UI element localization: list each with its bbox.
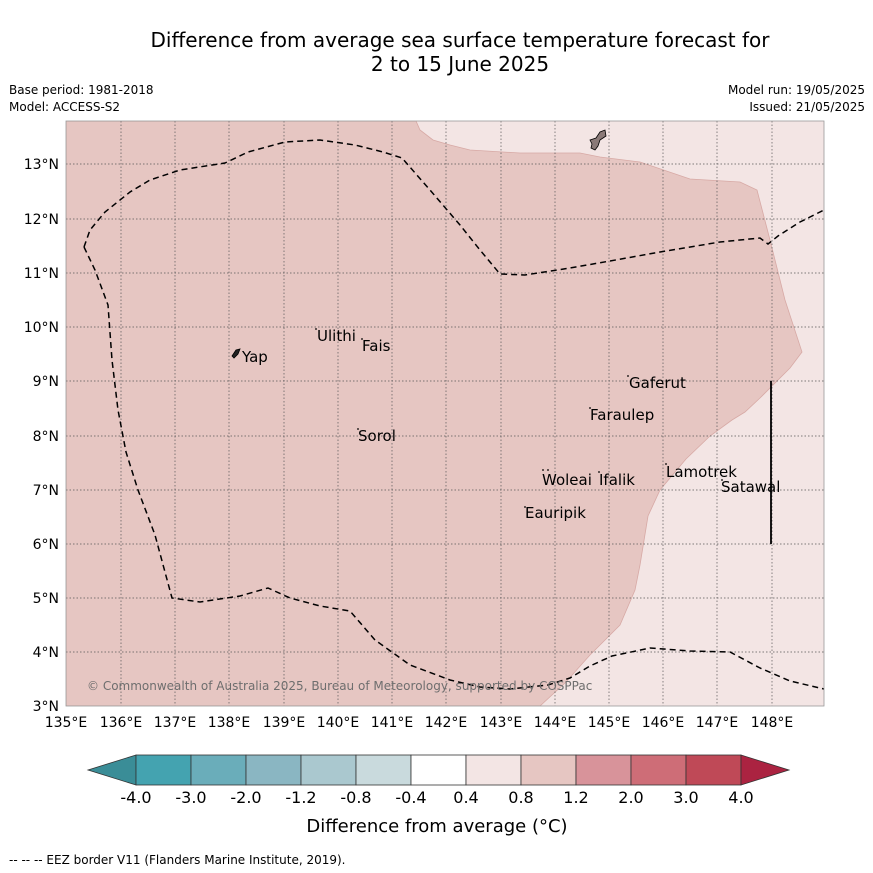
lat-label: 7°N [33, 483, 59, 499]
place-label-woleai: Woleai [542, 471, 592, 489]
lon-label: 138°E [208, 715, 251, 731]
lon-label: 148°E [751, 715, 794, 731]
lon-label: 136°E [100, 715, 143, 731]
place-label-ifalik: Ifalik [599, 471, 635, 489]
colorbar-tick-label: -2.0 [230, 788, 261, 807]
colorbar-arrow-low [86, 754, 137, 786]
colorbar-tick-label: 4.0 [728, 788, 753, 807]
place-label-sorol: Sorol [358, 427, 396, 445]
title-line-1: Difference from average sea surface temp… [150, 28, 770, 52]
meta-right: Model run: 19/05/2025 Issued: 21/05/2025 [728, 82, 865, 116]
chart-title: Difference from average sea surface temp… [0, 28, 873, 76]
lon-label: 140°E [317, 715, 360, 731]
colorbar-segment [355, 754, 412, 786]
colorbar-tick-label: -0.8 [340, 788, 371, 807]
lat-tick-labels: 3°N 4°N 5°N 6°N 7°N 8°N 9°N 10°N 11°N 12… [24, 157, 59, 715]
colorbar-segment [190, 754, 247, 786]
colorbar-segment [245, 754, 302, 786]
colorbar-segment [465, 754, 522, 786]
lon-label: 137°E [154, 715, 197, 731]
place-label-satawal: Satawal [721, 478, 780, 496]
meta-left: Base period: 1981-2018 Model: ACCESS-S2 [9, 82, 154, 116]
colorbar-segment [630, 754, 687, 786]
colorbar-segment [575, 754, 632, 786]
lon-label: 142°E [425, 715, 468, 731]
lat-label: 13°N [24, 157, 59, 173]
lat-label: 8°N [33, 429, 59, 445]
colorbar-segment [300, 754, 357, 786]
place-label-fais: Fais [362, 337, 391, 355]
lat-label: 9°N [33, 374, 59, 390]
lon-label: 147°E [696, 715, 739, 731]
lon-label: 144°E [534, 715, 577, 731]
yap-island [231, 348, 241, 359]
base-period: Base period: 1981-2018 [9, 83, 154, 97]
place-label-yap: Yap [241, 348, 268, 366]
lon-label: 139°E [263, 715, 306, 731]
lon-tick-labels: 135°E 136°E 137°E 138°E 139°E 140°E 141°… [45, 715, 794, 731]
colorbar-segment [410, 754, 467, 786]
colorbar-tick-label: 0.8 [508, 788, 533, 807]
colorbar-tick-label: -4.0 [120, 788, 151, 807]
colorbar-tick-label: 0.4 [453, 788, 478, 807]
atoll-dots [315, 328, 723, 508]
eez-legend-footnote: -- -- -- EEZ border V11 (Flanders Marine… [9, 853, 346, 867]
title-line-2: 2 to 15 June 2025 [370, 52, 550, 76]
lat-label: 11°N [24, 266, 59, 282]
colorbar: -4.0 -3.0 -2.0 -1.2 -0.8 -0.4 0.4 0.8 1.2 2.0 3.0 4… [86, 754, 791, 807]
issued-date: Issued: 21/05/2025 [749, 100, 865, 114]
lon-label: 135°E [45, 715, 88, 731]
model-run: Model run: 19/05/2025 [727, 83, 865, 97]
gridlines [66, 121, 824, 706]
anomaly-region-0.8-1.2 [66, 121, 803, 706]
lon-label: 146°E [642, 715, 685, 731]
colorbar-segment [135, 754, 192, 786]
colorbar-arrow-high [740, 754, 791, 786]
map-frame [65, 120, 825, 707]
colorbar-segment [520, 754, 577, 786]
lon-label: 145°E [588, 715, 631, 731]
colorbar-title: Difference from average (°C) [306, 816, 567, 837]
model-name: Model: ACCESS-S2 [9, 100, 121, 114]
eez-border-fsm [83, 246, 824, 690]
place-label-faraulep: Faraulep [590, 406, 654, 424]
place-label-lamotrek: Lamotrek [666, 463, 737, 481]
colorbar-tick-label: 2.0 [618, 788, 643, 807]
lat-label: 5°N [33, 591, 59, 607]
colorbar-tick-label: 3.0 [673, 788, 698, 807]
colorbar-tick-label: 1.2 [563, 788, 588, 807]
colorbar-tick-label: -0.4 [395, 788, 426, 807]
place-label-gaferut: Gaferut [629, 374, 686, 392]
lat-label: 10°N [24, 320, 59, 336]
lat-label: 4°N [33, 645, 59, 661]
colorbar-tick-label: -1.2 [285, 788, 316, 807]
colorbar-segment [685, 754, 742, 786]
lat-label: 6°N [33, 537, 59, 553]
eez-borders [83, 139, 824, 690]
lat-label: 3°N [33, 699, 59, 715]
colorbar-tick-label: -3.0 [175, 788, 206, 807]
lon-label: 141°E [371, 715, 414, 731]
place-label-eauripik: Eauripik [525, 504, 586, 522]
lon-label: 143°E [480, 715, 523, 731]
place-label-ulithi: Ulithi [317, 327, 356, 345]
guam-island [589, 129, 607, 151]
copyright-notice: © Commonwealth of Australia 2025, Bureau… [87, 679, 592, 693]
lat-label: 12°N [24, 212, 59, 228]
